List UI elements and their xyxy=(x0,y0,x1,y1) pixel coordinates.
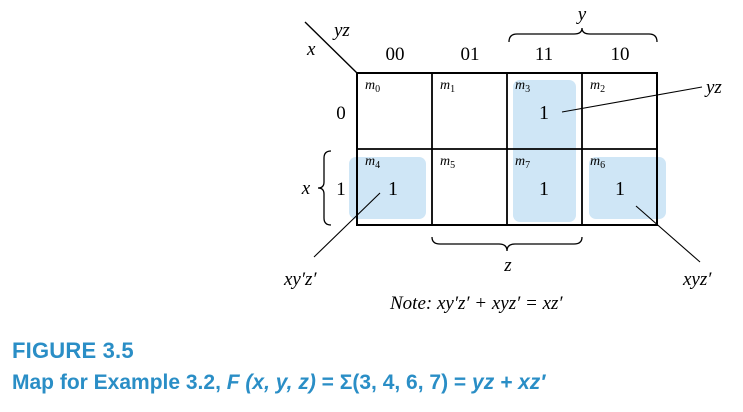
figure-caption: Map for Example 3.2, F (x, y, z) = Σ(3, … xyxy=(12,371,545,395)
karnaugh-map: yz x 00 01 11 10 y 0 1 x m0 m1 m3 m2 m4 … xyxy=(283,4,722,314)
minterm-label-m6: m6 xyxy=(590,154,605,171)
term-yz-label: yz xyxy=(704,77,722,98)
row-header-1: 1 xyxy=(336,179,346,200)
minterm-label-m2: m2 xyxy=(590,78,605,95)
cell-value-m4: 1 xyxy=(388,178,398,200)
term-xyz-prime-label: xyz′ xyxy=(682,269,712,290)
minterm-label-m0: m0 xyxy=(365,78,380,95)
leader-xyz-prime xyxy=(635,205,701,263)
row-var-label: x xyxy=(306,39,316,60)
brace-z-label: z xyxy=(503,255,512,276)
col-header-01: 01 xyxy=(461,44,480,65)
col-header-11: 11 xyxy=(535,44,553,65)
group-yz-highlight xyxy=(513,80,576,222)
leader-xy-prime-z-prime xyxy=(313,192,381,258)
figure-label: FIGURE 3.5 xyxy=(12,338,134,363)
col-header-00: 00 xyxy=(386,44,405,65)
brace-x-label: x xyxy=(301,178,311,199)
cell-value-m6: 1 xyxy=(615,178,625,200)
term-xy-prime-z-prime-label: xy′z′ xyxy=(283,269,317,290)
row-header-0: 0 xyxy=(336,103,346,124)
cell-value-m3: 1 xyxy=(539,102,549,124)
minterm-label-m3: m3 xyxy=(515,78,530,95)
cell-value-m7: 1 xyxy=(539,178,549,200)
brace-x xyxy=(317,150,332,226)
brace-y-label: y xyxy=(576,4,587,25)
corner-diagonal xyxy=(304,21,358,74)
minterm-label-m5: m5 xyxy=(440,154,455,171)
group-xz-prime-right-highlight xyxy=(589,157,666,219)
leader-yz xyxy=(561,86,703,113)
col-vars-label: yz xyxy=(332,20,350,41)
minterm-label-m7: m7 xyxy=(515,154,530,171)
col-header-10: 10 xyxy=(611,44,630,65)
minterm-label-m4: m4 xyxy=(365,154,380,171)
group-xz-prime-left-highlight xyxy=(349,157,426,219)
caption-prefix: Map for Example 3.2, xyxy=(12,371,227,394)
simplification-note: Note: xy′z′ + xyz′ = xz′ xyxy=(389,293,563,314)
caption-result: yz + xz′ xyxy=(472,371,546,394)
caption-function: F (x, y, z) xyxy=(226,371,316,394)
caption-middle: = Σ(3, 4, 6, 7) = xyxy=(315,371,473,394)
brace-z xyxy=(431,236,583,252)
minterm-label-m1: m1 xyxy=(440,78,455,95)
brace-y xyxy=(508,27,658,43)
